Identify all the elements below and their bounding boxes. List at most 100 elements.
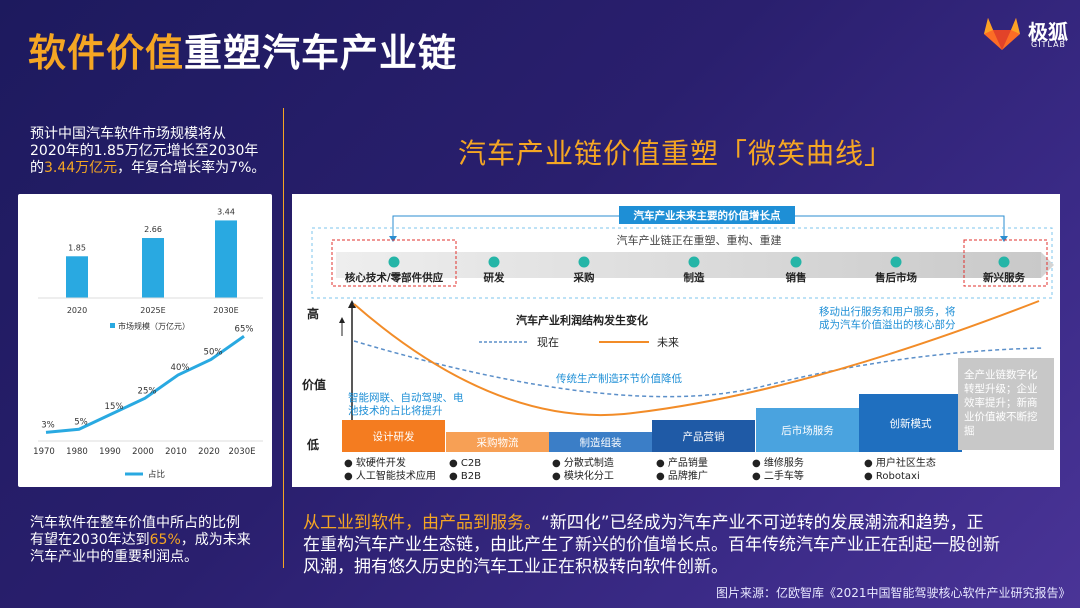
stage-label: 采购 [573, 271, 595, 284]
text-span: 的 [30, 160, 44, 176]
step-bullet: ● 品牌推广 [656, 469, 708, 482]
stage-dot [998, 256, 1010, 268]
line-x-tick: 2030E [228, 447, 255, 457]
line-x-tick: 1990 [99, 447, 121, 457]
step-label: 创新模式 [890, 417, 932, 430]
y-mid-label: 价值 [302, 377, 326, 392]
stage-label: 新兴服务 [983, 271, 1025, 284]
market-size-text: 预计中国汽车软件市场规模将从 2020年的1.85万亿元增长至2030年 的3.… [30, 126, 275, 177]
bar-2030E [215, 220, 237, 298]
vertical-divider [283, 108, 284, 568]
growth-banner-label: 汽车产业未来主要的价值增长点 [634, 209, 781, 222]
text-line: 的3.44万亿元，年复合增长率为7%。 [30, 160, 275, 177]
step-block [342, 420, 445, 452]
text-line: 汽车产业中的重要利润点。 [30, 549, 198, 565]
step-bullet: ● 模块化分工 [552, 469, 614, 482]
right-note-line: 掘 [964, 424, 975, 437]
left-charts-svg: 1.85 2020 2.66 2025E 3.44 2030E 市场规模（万亿元） 3% 197… [33, 207, 263, 480]
text-line: 在重构汽车产业生态链，由此产生了新兴的价值增长点。百年传统汽车产业正在刮起一股创… [303, 535, 1000, 555]
bar-2020 [66, 256, 88, 298]
step-bullet: ● B2B [449, 471, 481, 482]
right-note-line: 业价值被不断挖 [964, 410, 1038, 423]
logo-sub: GITLAB [1031, 40, 1067, 49]
stage-dot [488, 256, 500, 268]
line-x-tick: 2000 [132, 447, 154, 457]
text-span: ，年复合增长率为7%。 [117, 160, 266, 176]
curve-future [353, 300, 1040, 417]
growth-banner [619, 206, 795, 224]
step-bullet: ● 二手车等 [752, 469, 804, 482]
text-line: 从工业到软件，由产品到服务。“新四化”已经成为汽车产业不可逆转的发展潮流和趋势，… [303, 512, 1053, 534]
smile-curve-diagram: 汽车产业未来主要的价值增长点 汽车产业链正在重塑、重构、重建 核心技术/零部件供… [292, 194, 1060, 487]
line-x-tick: 1970 [33, 447, 55, 457]
step-bullet: ● 软硬件开发 [344, 456, 406, 469]
page-title: 软件价值重塑汽车产业链 [28, 22, 457, 77]
step-bullet: ● 产品销量 [656, 456, 708, 469]
stage-dot [890, 256, 902, 268]
logo-name: 极狐 [1028, 20, 1068, 44]
digital-upgrade-box [958, 358, 1054, 450]
bar-value-label: 2.66 [144, 225, 162, 234]
gitlab-fox-icon [984, 18, 1020, 50]
step-label: 产品营销 [683, 430, 725, 443]
stage-label: 制造 [684, 271, 705, 284]
stage-dot [578, 256, 590, 268]
line-legend-label: 占比 [148, 469, 165, 480]
mobility-note-line1: 移动出行服务和用户服务，将 [819, 305, 956, 318]
text-line: 有望在2030年达到65%，成为未来 [30, 532, 275, 549]
line-value-label: 25% [138, 386, 157, 396]
bottom-paragraph: 从工业到软件，由产品到服务。“新四化”已经成为汽车产业不可逆转的发展潮流和趋势，… [303, 512, 1053, 578]
text-line: 2020年的1.85万亿元增长至2030年 [30, 143, 259, 159]
title-highlight: 软件价值 [28, 31, 185, 75]
bar-value-label: 3.44 [217, 207, 235, 216]
step-bullet: ● 维修服务 [752, 456, 804, 469]
mobility-note-line2: 成为汽车价值溢出的核心部分 [819, 318, 956, 331]
text-line: 汽车软件在整车价值中所占的比例 [30, 515, 240, 531]
smile-curve-svg: 汽车产业未来主要的价值增长点 汽车产业链正在重塑、重构、重建 核心技术/零部件供… [302, 206, 1054, 482]
step-label: 采购物流 [477, 436, 519, 449]
step-block [859, 394, 962, 452]
step-bullet: ● 用户社区生态 [864, 456, 936, 469]
line-value-label: 5% [74, 417, 88, 427]
bar-value-label: 1.85 [68, 243, 86, 252]
bar-legend-swatch [110, 323, 115, 328]
y-low-label: 低 [306, 437, 319, 452]
curve-title: 汽车产业利润结构发生变化 [516, 313, 648, 327]
step-label: 制造组装 [580, 436, 622, 449]
title-rest: 重塑汽车产业链 [184, 31, 458, 75]
right-note-line: 效率提升；新商 [964, 396, 1038, 409]
highlight-value: 65% [149, 532, 181, 548]
stage-dot [688, 256, 700, 268]
traditional-note: 传统生产制造环节价值降低 [556, 372, 682, 385]
stage-label: 售后市场 [875, 271, 917, 284]
arrow-icon [389, 236, 397, 242]
core-highlight-box [331, 239, 457, 287]
bar-legend-label: 市场规模（万亿元） [118, 321, 190, 331]
arrow-icon [339, 317, 345, 323]
line-x-tick: 1980 [66, 447, 88, 457]
curve-now [353, 340, 1045, 398]
right-note-line: 全产业链数字化 [964, 368, 1038, 381]
step-label: 后市场服务 [781, 424, 834, 437]
smile-curve-title: 汽车产业链价值重塑「微笑曲线」 [458, 137, 894, 170]
right-note-line: 转型升级；企业 [964, 382, 1038, 395]
step-bullet: ● C2B [449, 458, 481, 469]
step-block [756, 408, 859, 452]
stage-label: 核心技术/零部件供应 [345, 271, 444, 284]
chain-bar [336, 252, 1041, 278]
line-value-label: 15% [105, 402, 124, 412]
text-line: 风潮，拥有悠久历史的汽车工业正在积极转向软件创新。 [303, 557, 728, 577]
share-line [45, 335, 245, 434]
legend-now-label: 现在 [537, 336, 559, 349]
step-label: 设计研发 [373, 430, 415, 443]
banner-connector-right [795, 215, 1005, 240]
text-span: 有望在2030年达到 [30, 532, 150, 548]
legend-future-label: 未来 [657, 336, 679, 349]
highlight-value: 3.44万亿元 [44, 160, 118, 176]
step-block [446, 432, 549, 452]
banner-connector-left [392, 215, 619, 240]
image-source: 图片来源：亿欧智库《2021中国智能驾驶核心软件产业研究报告》 [716, 586, 1071, 600]
bar-category-label: 2025E [140, 306, 165, 315]
line-x-tick: 2010 [165, 447, 187, 457]
highlight-phrase: 从工业到软件，由产品到服务。 [303, 513, 541, 533]
